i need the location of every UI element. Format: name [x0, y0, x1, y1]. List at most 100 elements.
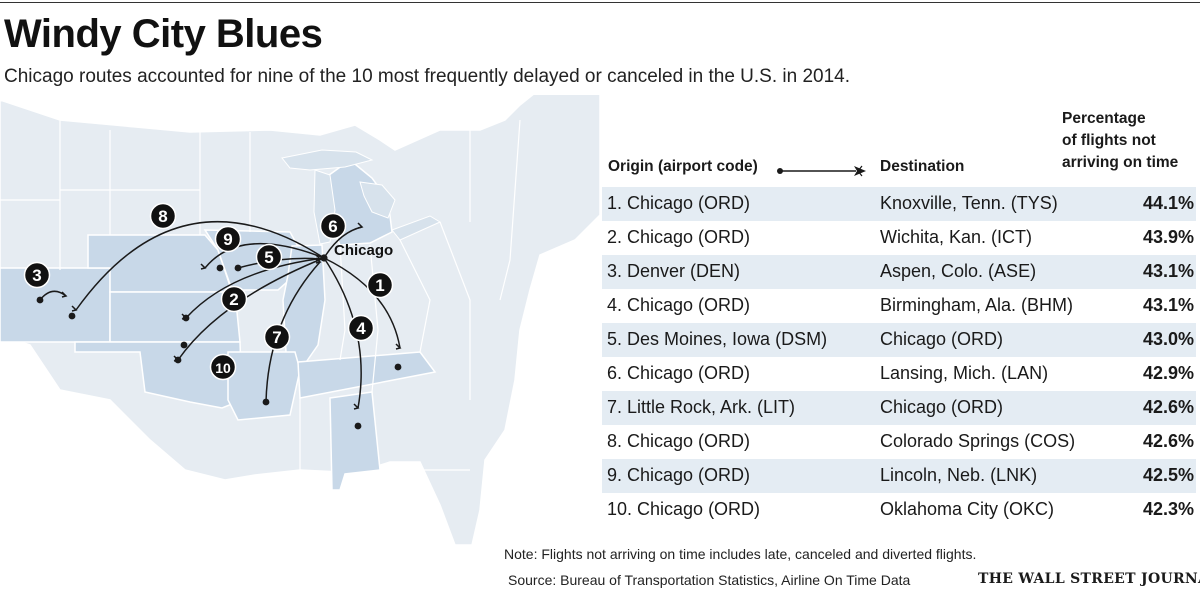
- route-line: [75, 220, 325, 311]
- table-row: 1. Chicago (ORD) Knoxville, Tenn. (TYS) …: [602, 187, 1196, 221]
- route-endpoint: [36, 296, 44, 304]
- routes-table: 1. Chicago (ORD) Knoxville, Tenn. (TYS) …: [602, 187, 1196, 527]
- route-endpoint: [234, 264, 242, 272]
- percentage-cell: 42.5%: [1142, 465, 1194, 485]
- route-arrowhead: [357, 222, 364, 229]
- percentage-cell: 43.1%: [1142, 295, 1194, 315]
- lake-superior: [281, 149, 374, 171]
- origin-cell: 8. Chicago (ORD): [607, 431, 751, 451]
- percentage-cell: 43.9%: [1142, 227, 1194, 247]
- footnote: Note: Flights not arriving on time inclu…: [504, 546, 977, 562]
- route-arrowhead: [200, 263, 207, 270]
- percentage-header-line: of flights not: [1062, 132, 1156, 149]
- route-marker: 4: [347, 314, 375, 342]
- route-line: [204, 242, 325, 269]
- destination-cell: Lincoln, Neb. (LNK): [880, 465, 1038, 485]
- publisher-logo: THE WALL STREET JOURNAL.: [978, 571, 1200, 587]
- destination-cell: Birmingham, Ala. (BHM): [880, 295, 1074, 315]
- us-route-map: Chicago 1 2 3 4 5 6 7 8 9 10: [0, 95, 600, 545]
- chicago-hub-label: Chicago: [334, 242, 393, 259]
- route-marker-circle: [366, 271, 394, 299]
- route-marker-label: 5: [264, 248, 273, 267]
- route-marker-label: 7: [272, 328, 281, 347]
- route-marker-circle: [319, 212, 347, 240]
- route-marker-label: 6: [328, 217, 337, 236]
- percentage-cell: 43.1%: [1142, 261, 1194, 281]
- top-rule: [0, 2, 1200, 3]
- route-arrowhead: [353, 403, 360, 410]
- route-marker: 5: [255, 243, 283, 271]
- origin-cell: 3. Denver (DEN): [607, 261, 741, 281]
- origin-cell: 2. Chicago (ORD): [607, 227, 751, 247]
- route-endpoint: [182, 314, 190, 322]
- table-row: 8. Chicago (ORD) Colorado Springs (COS) …: [602, 425, 1196, 459]
- nebraska: [87, 234, 234, 293]
- route-arrowhead: [61, 291, 68, 298]
- destination-cell: Aspen, Colo. (ASE): [880, 261, 1037, 281]
- destination-cell: Chicago (ORD): [880, 329, 1004, 349]
- route-endpoint: [394, 363, 402, 371]
- route-marker-circle: [255, 243, 283, 271]
- route-arrowhead: [315, 257, 322, 264]
- route-marker-label: 10: [215, 360, 231, 376]
- route-line: [185, 257, 325, 319]
- origin-cell: 6. Chicago (ORD): [607, 363, 751, 383]
- state-borders: [0, 119, 521, 471]
- route-markers: 1 2 3 4 5 6 7 8 9 10: [23, 202, 394, 381]
- percentage-cell: 43.0%: [1142, 329, 1194, 349]
- chicago-hub-dot: [320, 254, 328, 262]
- origin-cell: 4. Chicago (ORD): [607, 295, 751, 315]
- percentage-header-line: arriving on time: [1062, 154, 1179, 171]
- route-marker-label: 8: [158, 207, 167, 226]
- table-row: 3. Denver (DEN) Aspen, Colo. (ASE) 43.1%: [602, 255, 1196, 289]
- route-marker-label: 4: [356, 319, 366, 338]
- table-row: 7. Little Rock, Ark. (LIT) Chicago (ORD)…: [602, 391, 1196, 425]
- destination-cell: Colorado Springs (COS): [880, 431, 1076, 451]
- route-endpoint: [354, 422, 362, 430]
- route-marker: 10: [209, 353, 237, 381]
- destination-cell: Knoxville, Tenn. (TYS): [880, 193, 1058, 213]
- alabama: [329, 391, 381, 491]
- destination-cell: Lansing, Mich. (LAN): [880, 363, 1049, 383]
- route-arrowhead: [395, 343, 402, 350]
- route-lines: [39, 220, 402, 410]
- kansas: [109, 291, 241, 343]
- page-title: Windy City Blues: [4, 12, 323, 56]
- colorado: [0, 267, 111, 343]
- route-marker-label: 1: [375, 276, 384, 295]
- route-marker-circle: [263, 323, 291, 351]
- source-line: Source: Bureau of Transportation Statist…: [508, 572, 911, 588]
- percentage-header-line: Percentage: [1062, 110, 1146, 127]
- lake-huron: [359, 181, 396, 219]
- percentage-cell: 42.9%: [1142, 363, 1194, 383]
- destination-cell: Oklahoma City (OKC): [880, 499, 1055, 519]
- destination-cell: Wichita, Kan. (ICT): [880, 227, 1033, 247]
- route-marker-label: 2: [229, 290, 238, 309]
- percentage-cell: 42.6%: [1142, 431, 1194, 451]
- destination-cell: Chicago (ORD): [880, 397, 1004, 417]
- origin-cell: 10. Chicago (ORD): [607, 499, 761, 519]
- route-endpoint: [174, 356, 182, 364]
- route-marker-circle: [209, 353, 237, 381]
- route-direction-arrow: [777, 165, 866, 177]
- route-endpoint: [262, 398, 270, 406]
- table-row: 4. Chicago (ORD) Birmingham, Ala. (BHM) …: [602, 289, 1196, 323]
- route-marker-circle: [220, 285, 248, 313]
- destination-header: Destination: [880, 158, 965, 175]
- route-marker: 2: [220, 285, 248, 313]
- percentage-cell: 42.6%: [1142, 397, 1194, 417]
- table-row: 6. Chicago (ORD) Lansing, Mich. (LAN) 42…: [602, 357, 1196, 391]
- route-marker: 9: [214, 225, 242, 253]
- route-marker-circle: [347, 314, 375, 342]
- table-row: 5. Des Moines, Iowa (DSM) Chicago (ORD) …: [602, 323, 1196, 357]
- table-row: 10. Chicago (ORD) Oklahoma City (OKC) 42…: [602, 493, 1196, 527]
- tennessee: [297, 351, 437, 399]
- route-marker-circle: [214, 225, 242, 253]
- arkansas: [227, 351, 301, 421]
- origin-cell: 5. Des Moines, Iowa (DSM): [607, 329, 828, 349]
- percentage-cell: 44.1%: [1142, 193, 1194, 213]
- great-lakes: [281, 149, 442, 245]
- table-row: 2. Chicago (ORD) Wichita, Kan. (ICT) 43.…: [602, 221, 1196, 255]
- route-arrowhead: [71, 305, 78, 312]
- route-endpoint: [216, 264, 224, 272]
